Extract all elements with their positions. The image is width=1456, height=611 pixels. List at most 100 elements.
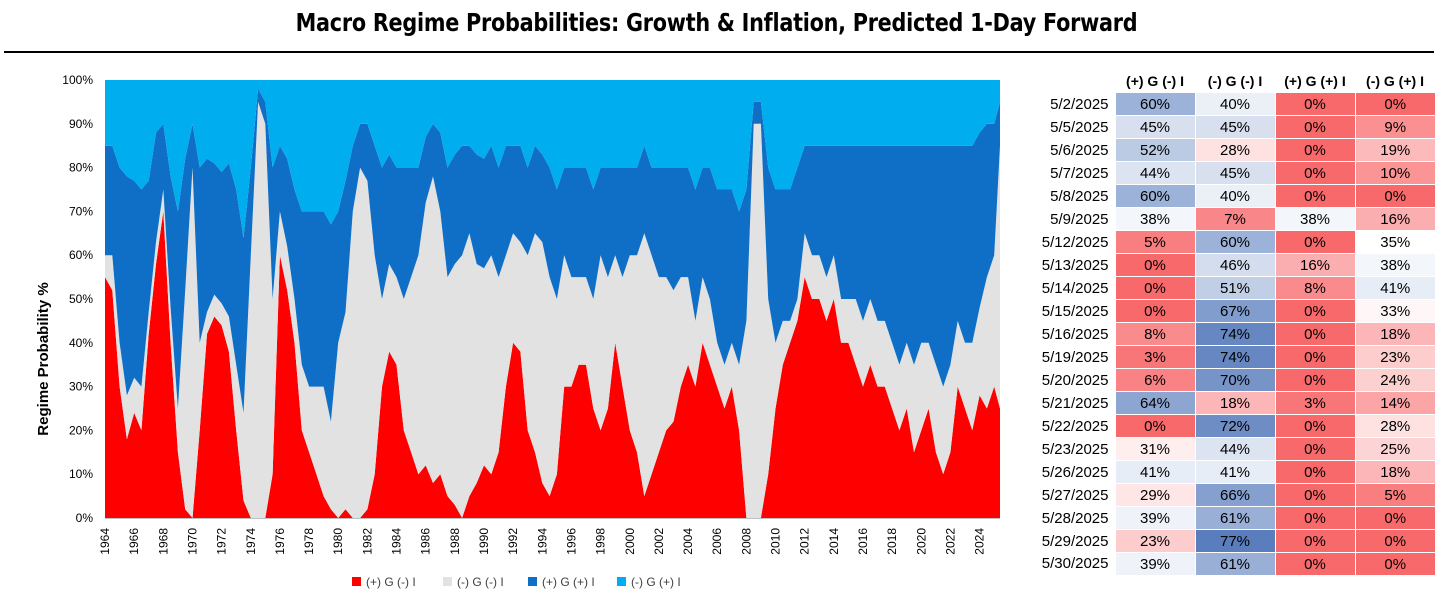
table-row: 5/9/2025 38% 7% 38% 16% <box>1025 207 1435 231</box>
x-tick-label: 1976 <box>273 528 287 555</box>
probability-cell: 29% <box>1114 483 1195 507</box>
probability-cell: 0% <box>1354 506 1435 530</box>
probability-cell: 40% <box>1194 184 1275 208</box>
title-divider <box>4 51 1434 53</box>
legend-swatch <box>352 577 361 586</box>
probability-cell: 0% <box>1274 230 1355 254</box>
row-date: 5/14/2025 <box>1025 276 1115 300</box>
probability-cell: 33% <box>1354 299 1435 323</box>
probability-cell: 0% <box>1274 184 1355 208</box>
probability-cell: 0% <box>1354 184 1435 208</box>
probability-cell: 51% <box>1194 276 1275 300</box>
y-tick-label: 40% <box>69 336 93 350</box>
table-row: 5/27/2025 29% 66% 0% 5% <box>1025 483 1435 507</box>
probability-cell: 0% <box>1114 253 1195 277</box>
table-row: 5/2/2025 60% 40% 0% 0% <box>1025 92 1435 116</box>
table-row: 5/12/2025 5% 60% 0% 35% <box>1025 230 1435 254</box>
table-row: 5/19/2025 3% 74% 0% 23% <box>1025 345 1435 369</box>
x-tick-label: 1968 <box>156 528 170 555</box>
x-tick-label: 2020 <box>914 528 928 555</box>
probability-cell: 28% <box>1194 138 1275 162</box>
probability-cell: 0% <box>1274 322 1355 346</box>
legend-label: (+) G (-) I <box>366 575 416 589</box>
row-date: 5/13/2025 <box>1025 253 1115 277</box>
probability-cell: 61% <box>1194 506 1275 530</box>
x-tick-label: 1998 <box>594 528 608 555</box>
probability-cell: 14% <box>1354 391 1435 415</box>
regime-probability-table: (+) G (-) I (-) G (-) I (+) G (+) I (-) … <box>1025 70 1435 575</box>
probability-cell: 60% <box>1194 230 1275 254</box>
x-tick-label: 2012 <box>798 528 812 555</box>
y-tick-label: 20% <box>69 423 93 437</box>
row-date: 5/21/2025 <box>1025 391 1115 415</box>
x-tick-label: 1980 <box>331 528 345 555</box>
y-axis-ticks: 0% 10% 20% 30% 40% 50% 60% 70% 80% 90% 100% <box>62 73 93 525</box>
probability-cell: 23% <box>1354 345 1435 369</box>
probability-cell: 60% <box>1114 92 1195 116</box>
probability-cell: 3% <box>1274 391 1355 415</box>
page-title: Macro Regime Probabilities: Growth & Inf… <box>295 8 1138 37</box>
y-tick-label: 0% <box>76 511 94 525</box>
row-date: 5/23/2025 <box>1025 437 1115 461</box>
table-row: 5/21/2025 64% 18% 3% 14% <box>1025 391 1435 415</box>
y-tick-label: 50% <box>69 292 93 306</box>
probability-cell: 77% <box>1194 529 1275 553</box>
probability-cell: 72% <box>1194 414 1275 438</box>
x-tick-label: 1972 <box>215 528 229 555</box>
x-tick-label: 1990 <box>477 528 491 555</box>
probability-cell: 45% <box>1194 115 1275 139</box>
table-header-cell: (+) G (-) I <box>1126 73 1184 89</box>
x-tick-label: 2000 <box>623 528 637 555</box>
y-tick-label: 90% <box>69 117 93 131</box>
x-tick-label: 1966 <box>127 528 141 555</box>
table-row: 5/16/2025 8% 74% 0% 18% <box>1025 322 1435 346</box>
x-tick-label: 2024 <box>973 528 987 555</box>
probability-cell: 74% <box>1194 345 1275 369</box>
probability-cell: 39% <box>1114 552 1195 575</box>
probability-cell: 0% <box>1354 529 1435 553</box>
probability-cell: 0% <box>1274 138 1355 162</box>
probability-cell: 0% <box>1274 552 1355 575</box>
table-row: 5/15/2025 0% 67% 0% 33% <box>1025 299 1435 323</box>
probability-cell: 16% <box>1354 207 1435 231</box>
probability-cell: 44% <box>1194 437 1275 461</box>
area-series-2 <box>105 88 1000 422</box>
row-date: 5/20/2025 <box>1025 368 1115 392</box>
probability-cell: 0% <box>1114 299 1195 323</box>
probability-cell: 44% <box>1114 161 1195 185</box>
probability-cell: 24% <box>1354 368 1435 392</box>
x-tick-label: 2022 <box>943 528 957 555</box>
probability-cell: 0% <box>1274 368 1355 392</box>
table-row: 5/30/2025 39% 61% 0% 0% <box>1025 552 1435 575</box>
probability-cell: 5% <box>1354 483 1435 507</box>
chart-legend: (+) G (-) I (-) G (-) I (+) G (+) I (-) G (… <box>352 575 681 589</box>
probability-cell: 7% <box>1194 207 1275 231</box>
legend-swatch <box>443 577 452 586</box>
x-tick-label: 2004 <box>681 528 695 555</box>
x-tick-label: 2018 <box>885 528 899 555</box>
probability-cell: 38% <box>1354 253 1435 277</box>
row-date: 5/15/2025 <box>1025 299 1115 323</box>
probability-cell: 41% <box>1194 460 1275 484</box>
probability-cell: 70% <box>1194 368 1275 392</box>
table-row: 5/28/2025 39% 61% 0% 0% <box>1025 506 1435 530</box>
probability-cell: 18% <box>1194 391 1275 415</box>
x-tick-label: 1970 <box>186 528 200 555</box>
x-tick-label: 2006 <box>710 528 724 555</box>
probability-cell: 0% <box>1274 529 1355 553</box>
row-date: 5/16/2025 <box>1025 322 1115 346</box>
row-date: 5/6/2025 <box>1025 138 1115 162</box>
probability-cell: 38% <box>1274 207 1355 231</box>
probability-cell: 0% <box>1274 92 1355 116</box>
x-tick-label: 2016 <box>856 528 870 555</box>
x-tick-label: 2010 <box>769 528 783 555</box>
probability-cell: 67% <box>1194 299 1275 323</box>
probability-cell: 0% <box>1114 276 1195 300</box>
x-tick-label: 1996 <box>564 528 578 555</box>
probability-cell: 25% <box>1354 437 1435 461</box>
x-tick-label: 1992 <box>506 528 520 555</box>
table-row: 5/6/2025 52% 28% 0% 19% <box>1025 138 1435 162</box>
probability-cell: 0% <box>1274 483 1355 507</box>
x-tick-label: 1988 <box>448 528 462 555</box>
probability-cell: 41% <box>1354 276 1435 300</box>
